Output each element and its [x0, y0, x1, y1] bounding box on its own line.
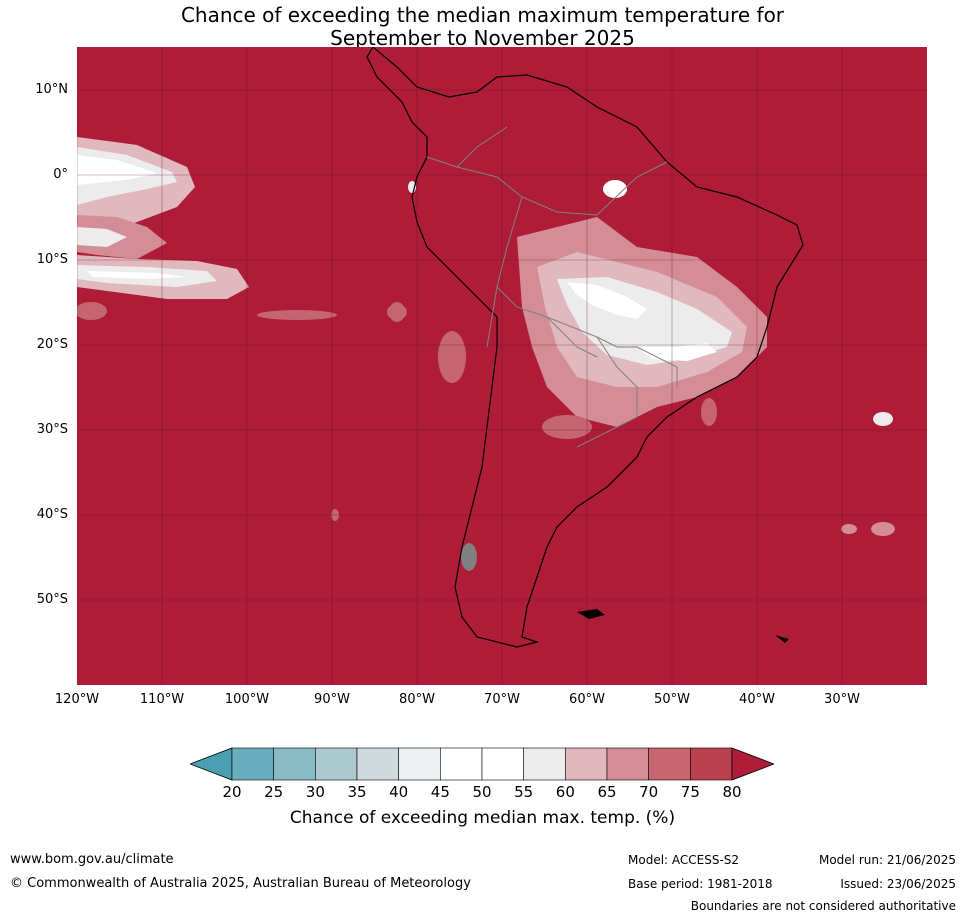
title-line-1: Chance of exceeding the median maximum t… — [180, 3, 785, 27]
colorbar-tick-65: 65 — [597, 783, 617, 801]
lon-label-120w: 120°W — [54, 692, 100, 707]
contour-amazon-mouth — [603, 180, 627, 198]
contour-atlantic-east — [873, 412, 893, 426]
contour-atlantic-se-2 — [841, 524, 857, 534]
contour-andes-south — [461, 543, 477, 571]
contour-atlantic-se — [871, 522, 895, 536]
colorbar-segment-70-75 — [648, 747, 691, 781]
colorbar-tick-55: 55 — [514, 783, 534, 801]
colorbar-segment-25-30 — [273, 747, 316, 781]
colorbar-arrow-high — [731, 747, 774, 781]
colorbar-segments — [190, 747, 774, 781]
footer-issued: Issued: 23/06/2025 — [840, 877, 956, 891]
lon-label-100w: 100°W — [224, 692, 270, 707]
contour-peru-coast — [438, 331, 466, 383]
colorbar-segment-45-50 — [440, 747, 483, 781]
footer-disclaimer: Boundaries are not considered authoritat… — [690, 899, 956, 913]
probability-map — [77, 47, 927, 685]
contour-brazil-coast — [701, 398, 717, 426]
lat-label-10n: 10°N — [35, 82, 68, 97]
lat-label-30s: 30°S — [36, 422, 68, 437]
graticule — [77, 47, 927, 685]
colorbar-segment-30-35 — [315, 747, 358, 781]
colorbar-tick-50: 50 — [472, 783, 492, 801]
contour-argentina — [542, 415, 592, 439]
colorbar-segment-40-45 — [398, 747, 441, 781]
lon-label-30w: 30°W — [824, 692, 860, 707]
lon-label-90w: 90°W — [314, 692, 350, 707]
lon-label-80w: 80°W — [399, 692, 435, 707]
lon-label-40w: 40°W — [739, 692, 775, 707]
contour-pacific-mid-55 — [77, 227, 127, 247]
colorbar-tick-45: 45 — [430, 783, 450, 801]
lat-label-40s: 40°S — [36, 507, 68, 522]
colorbar-tick-20: 20 — [222, 783, 242, 801]
footer-copyright: © Commonwealth of Australia 2025, Austra… — [10, 876, 471, 891]
map-title: Chance of exceeding the median maximum t… — [0, 4, 965, 50]
colorbar-tick-60: 60 — [555, 783, 575, 801]
country-borders — [426, 126, 678, 448]
lat-label-0: 0° — [53, 167, 68, 182]
colorbar-segment-75-80 — [690, 747, 733, 781]
probability-contours — [77, 137, 895, 571]
south-georgia — [775, 635, 789, 643]
footer-website: www.bom.gov.au/climate — [10, 852, 174, 867]
colorbar — [190, 747, 774, 781]
footer-model-run: Model run: 21/06/2025 — [818, 853, 956, 867]
colorbar-tick-35: 35 — [347, 783, 367, 801]
contour-pacific-small — [77, 302, 107, 320]
colorbar-segment-65-70 — [606, 747, 649, 781]
lat-label-20s: 20°S — [36, 337, 68, 352]
colorbar-segment-20-25 — [231, 747, 274, 781]
colorbar-segment-60-65 — [565, 747, 608, 781]
colorbar-segment-35-40 — [356, 747, 399, 781]
lon-label-60w: 60°W — [569, 692, 605, 707]
colorbar-tick-75: 75 — [680, 783, 700, 801]
footer-model: Model: ACCESS-S2 — [628, 853, 740, 867]
footer-base-period: Base period: 1981-2018 — [628, 877, 773, 891]
contour-pacific-streak — [257, 310, 337, 320]
lon-label-110w: 110°W — [139, 692, 185, 707]
contour-pacific-north-50 — [77, 155, 157, 185]
colorbar-tick-25: 25 — [264, 783, 284, 801]
contour-peru-coast-2 — [389, 302, 405, 322]
lat-label-10s: 10°S — [36, 252, 68, 267]
colorbar-segment-50-55 — [481, 747, 524, 781]
title-line-2: September to November 2025 — [330, 26, 635, 50]
lat-label-50s: 50°S — [36, 592, 68, 607]
south-america-coastline — [366, 47, 804, 648]
colorbar-arrow-low — [190, 747, 233, 781]
colorbar-tick-80: 80 — [722, 783, 742, 801]
colorbar-tick-70: 70 — [639, 783, 659, 801]
colorbar-tick-40: 40 — [389, 783, 409, 801]
lon-label-70w: 70°W — [484, 692, 520, 707]
colorbar-label: Chance of exceeding median max. temp. (%… — [289, 808, 676, 828]
colorbar-tick-30: 30 — [305, 783, 325, 801]
falkland-islands — [577, 609, 605, 619]
colorbar-segment-55-60 — [523, 747, 566, 781]
lon-label-50w: 50°W — [654, 692, 690, 707]
